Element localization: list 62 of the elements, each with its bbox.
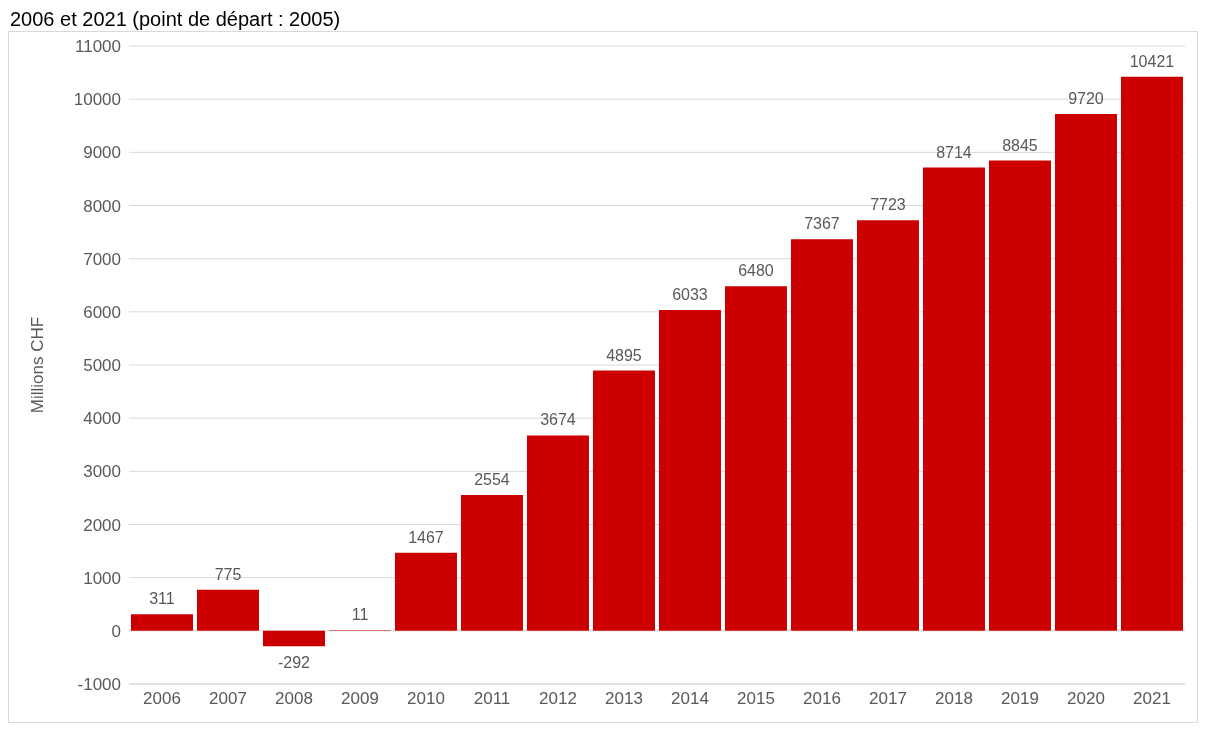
- bar: [1054, 114, 1117, 631]
- data-label: 7367: [804, 215, 840, 233]
- data-label: 8845: [1002, 136, 1038, 154]
- x-tick-label: 2015: [737, 689, 775, 709]
- y-tick-label: 8000: [83, 196, 121, 216]
- data-label: 2554: [474, 471, 510, 489]
- bar: [1120, 76, 1183, 631]
- x-tick-label: 2009: [341, 689, 379, 709]
- data-label: 4895: [606, 346, 642, 364]
- data-label: 9720: [1068, 90, 1104, 108]
- x-tick-label: 2014: [671, 689, 709, 709]
- data-label: 6480: [738, 262, 774, 280]
- x-tick-label: 2016: [803, 689, 841, 709]
- chart-title: 2006 et 2021 (point de départ : 2005): [10, 8, 342, 31]
- bar: [922, 167, 985, 631]
- x-tick-label: 2019: [1001, 689, 1039, 709]
- y-tick-label: 3000: [83, 462, 121, 482]
- y-axis-title: Millions CHF: [28, 316, 48, 414]
- data-label: 6033: [672, 286, 708, 304]
- bar: [856, 220, 919, 631]
- x-tick-label: 2006: [143, 689, 181, 709]
- bar: [130, 614, 193, 631]
- y-tick-label: 11000: [74, 37, 121, 57]
- bar: [658, 310, 721, 631]
- bar: [196, 589, 259, 631]
- data-label: 1467: [408, 528, 444, 546]
- x-tick-label: 2020: [1067, 689, 1105, 709]
- bar: [724, 286, 787, 631]
- bar: [988, 160, 1051, 631]
- data-label: 8714: [936, 143, 972, 161]
- y-tick-label: 5000: [83, 356, 121, 376]
- bar: [394, 552, 457, 631]
- x-tick-label: 2008: [275, 689, 313, 709]
- x-tick-label: 2010: [407, 689, 445, 709]
- y-tick-label: 2000: [83, 515, 121, 535]
- bar: [790, 239, 853, 631]
- y-tick-label: -1000: [77, 675, 121, 695]
- data-label: 775: [214, 565, 242, 583]
- y-tick-label: 9000: [83, 143, 121, 163]
- data-label: 311: [149, 590, 175, 608]
- y-tick-label: 1000: [83, 568, 121, 588]
- x-tick-label: 2017: [869, 689, 907, 709]
- y-tick-label: 7000: [83, 249, 121, 269]
- y-tick-label: 10000: [73, 90, 121, 110]
- y-tick-label: 6000: [83, 302, 121, 322]
- bar: [592, 370, 655, 631]
- data-label: -292: [277, 653, 311, 671]
- x-tick-label: 2007: [209, 689, 247, 709]
- bar: [262, 630, 325, 647]
- y-tick-label: 0: [111, 621, 121, 641]
- x-tick-label: 2013: [605, 689, 643, 709]
- x-tick-label: 2012: [539, 689, 577, 709]
- data-label: 11: [351, 606, 369, 624]
- bar: [460, 495, 523, 631]
- x-tick-label: 2011: [473, 689, 511, 709]
- data-label: 3674: [540, 411, 576, 429]
- y-tick-label: 4000: [83, 409, 121, 429]
- data-label: 10421: [1129, 52, 1175, 70]
- x-tick-label: 2021: [1133, 689, 1171, 709]
- x-tick-label: 2018: [935, 689, 973, 709]
- bar: [526, 435, 589, 631]
- data-label: 7723: [870, 196, 906, 214]
